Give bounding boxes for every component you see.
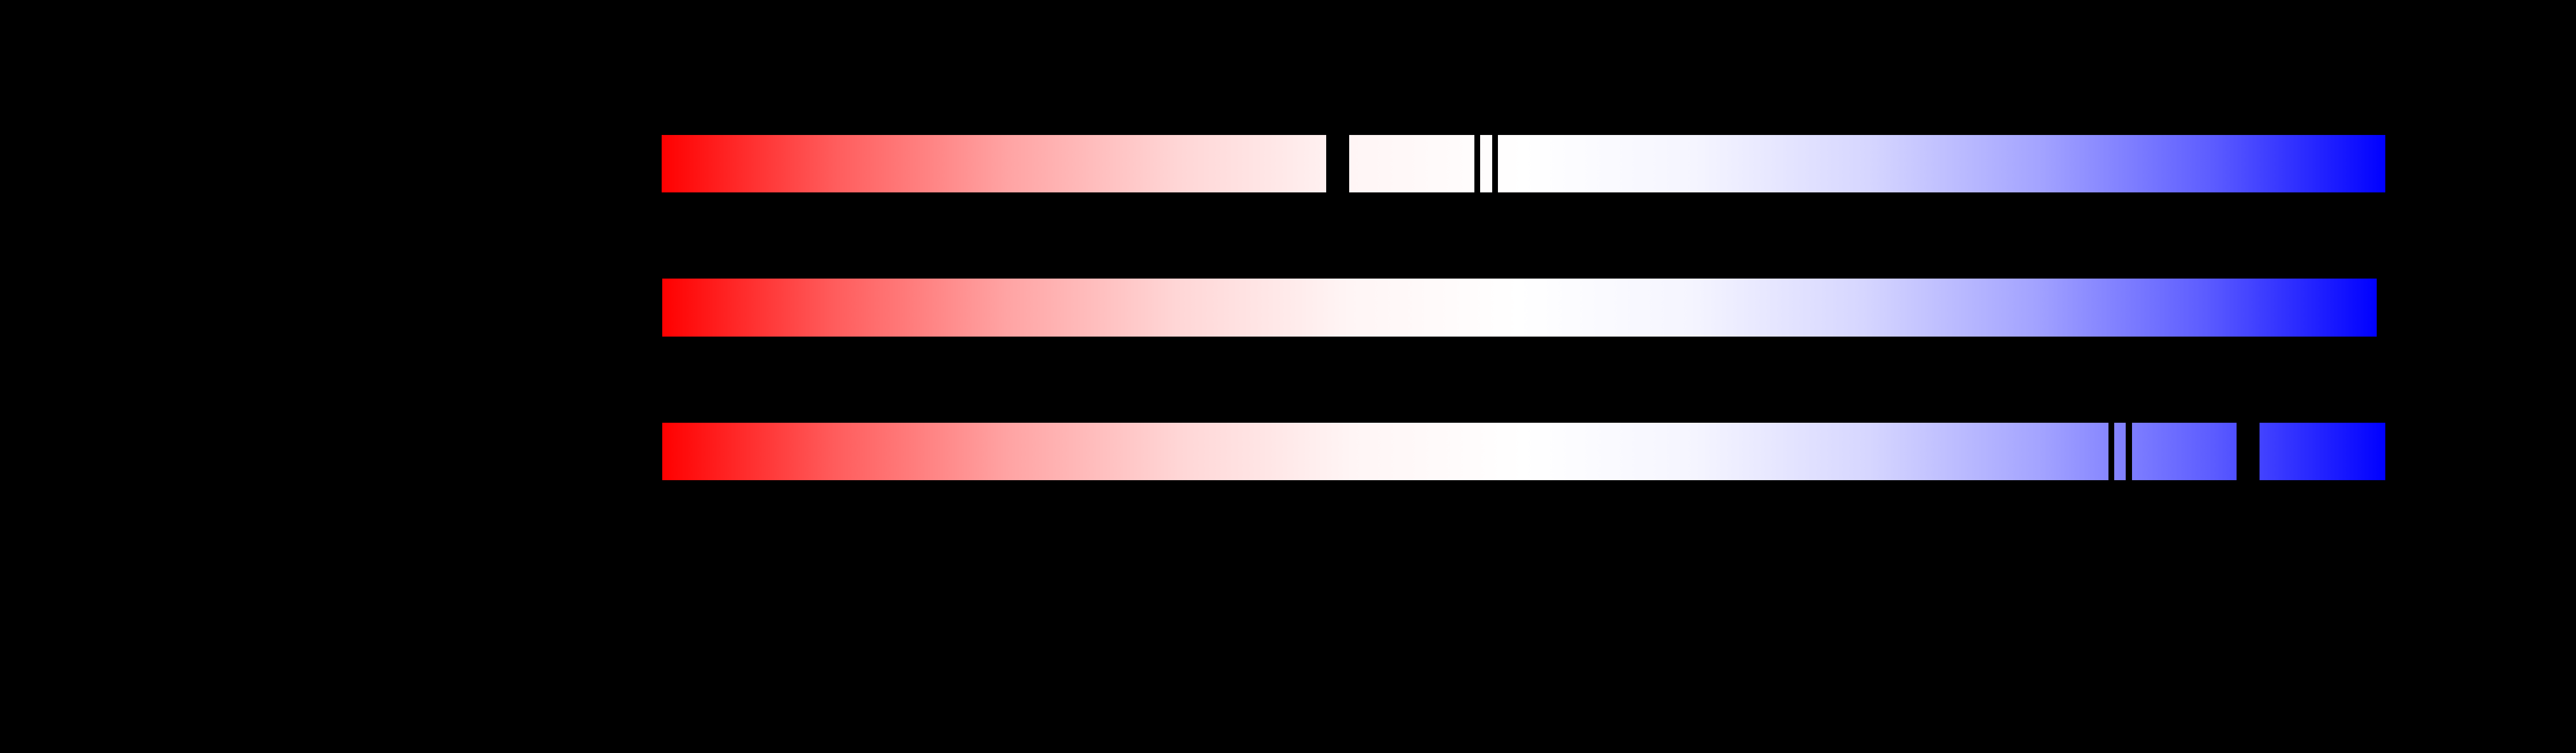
gradient-bar-1-marker-thin-2 <box>1474 135 1480 192</box>
gradient-bar-3 <box>662 423 2385 480</box>
gradient-bar-2 <box>662 279 2377 337</box>
gradient-bar-1-marker-thick-1 <box>1326 135 1349 192</box>
gradient-bar-3-marker-thick-3 <box>2237 423 2260 480</box>
gradient-bar-3-marker-thin-1 <box>2108 423 2114 480</box>
gradient-bar-3-marker-thin-2 <box>2126 423 2132 480</box>
gradient-bar-1 <box>662 135 2385 192</box>
gradient-bar-1-marker-thin-3 <box>1492 135 1498 192</box>
